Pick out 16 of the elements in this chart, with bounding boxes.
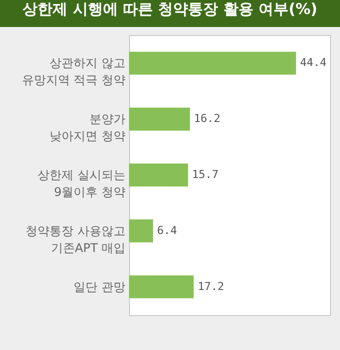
bar — [129, 164, 188, 186]
data-label: 17.2 — [198, 280, 224, 293]
data-label: 15.7 — [192, 168, 219, 181]
chart-title: 상한제 시행에 따른 청약통장 활용 여부(%) — [0, 0, 340, 27]
data-label: 16.2 — [194, 112, 220, 126]
bar — [129, 108, 190, 131]
y-tick-label: 상한제 실시되는 9월이후 청약 — [38, 168, 126, 199]
data-label: 44.4 — [300, 56, 327, 70]
y-tick-label: 청약통장 사용않고 기존APT 매입 — [26, 224, 126, 255]
y-tick-label: 상관하지 않고 유망지역 적극 청약 — [22, 56, 126, 88]
bar — [129, 275, 194, 298]
data-label: 6.4 — [157, 224, 178, 237]
bar — [129, 219, 154, 242]
bar — [129, 52, 296, 75]
y-tick-label: 일단 관망 — [74, 280, 126, 294]
y-tick-label: 분양가 낮아지면 청약 — [50, 112, 126, 144]
